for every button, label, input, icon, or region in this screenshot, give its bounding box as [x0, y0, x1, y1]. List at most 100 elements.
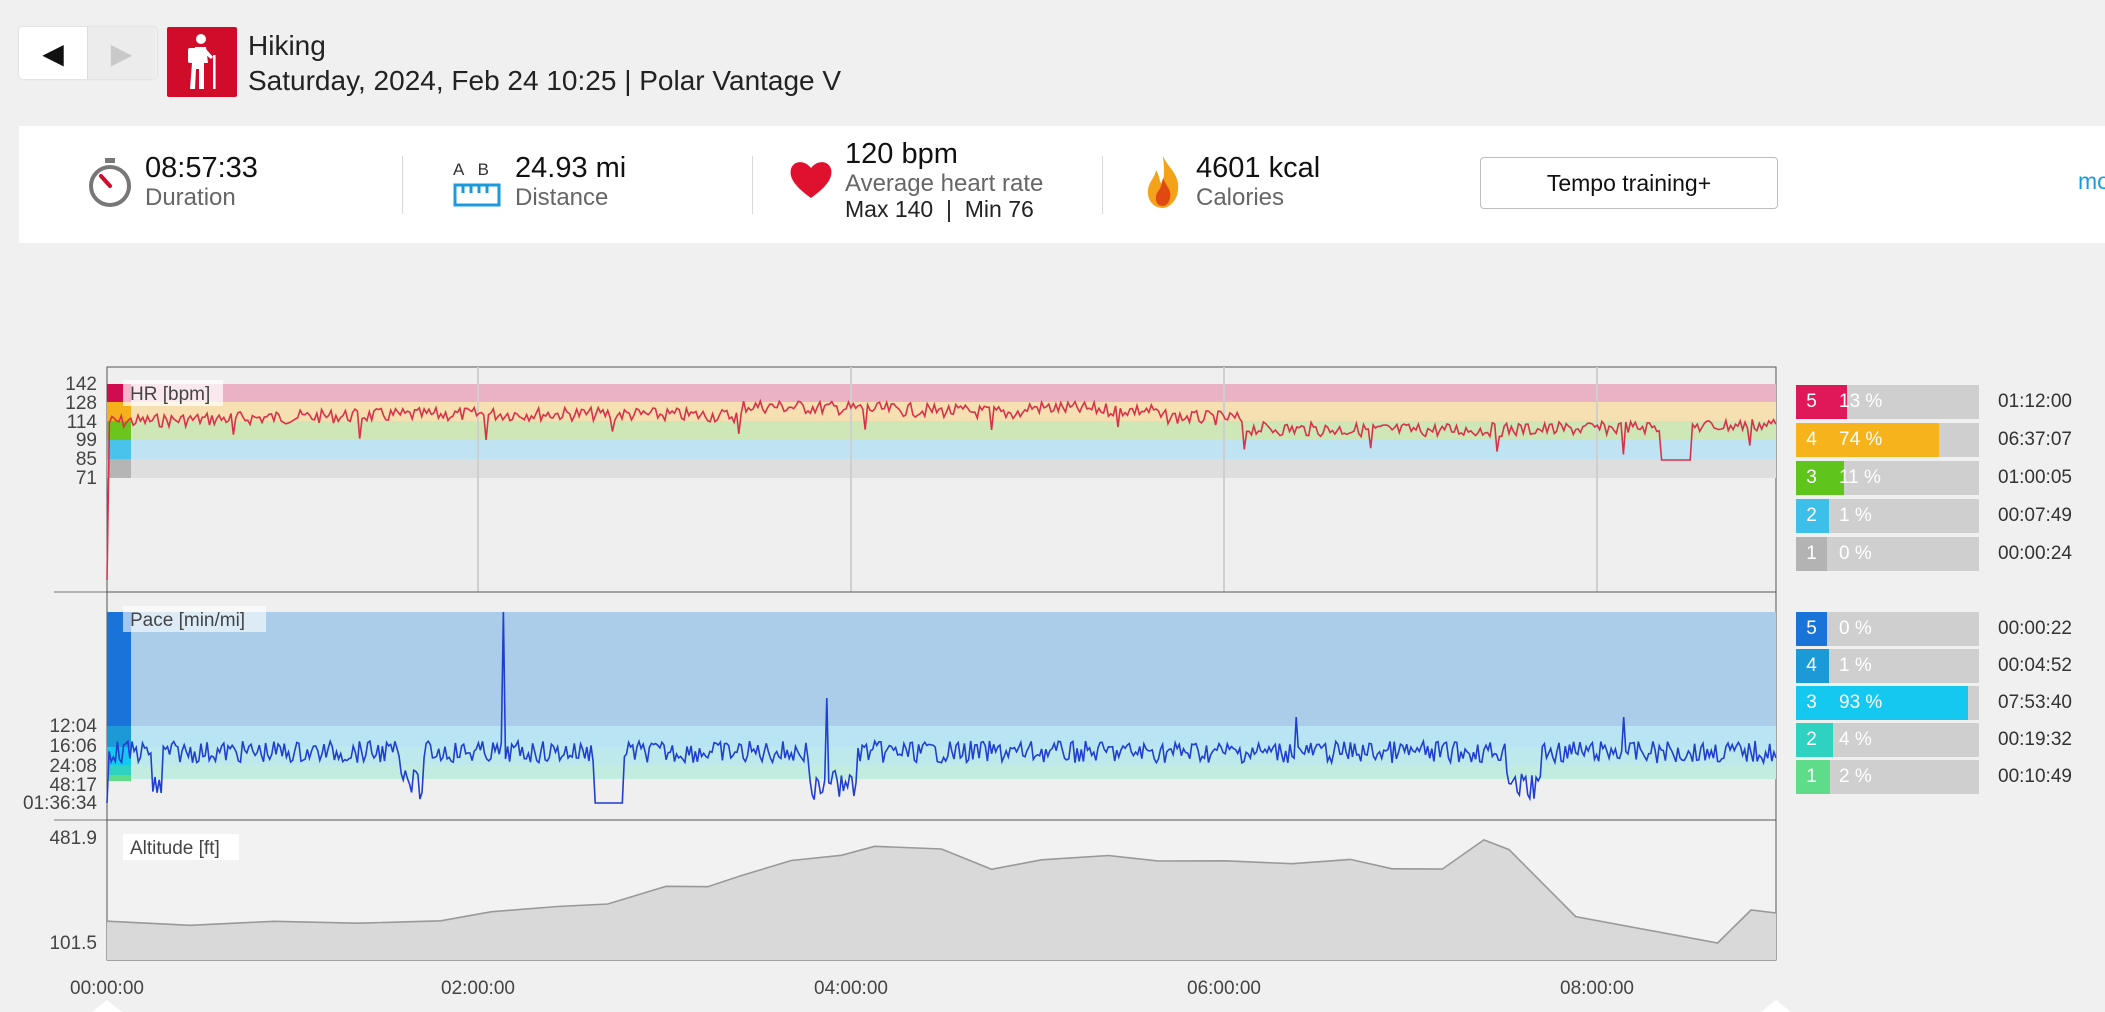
pace-zone-2: 2 4 %	[1796, 723, 1979, 757]
pace-zone-5: 5 0 %	[1796, 612, 1979, 646]
zone-number: 5	[1796, 612, 1827, 646]
zone-percent: 4 %	[1839, 729, 1872, 750]
hr-tick-label: 99	[76, 430, 97, 451]
time-tick-label: 08:00:00	[1560, 978, 1634, 999]
altitude-tick-label: 481.9	[49, 828, 97, 849]
zone-percent: 2 %	[1839, 766, 1872, 787]
altitude-tick-label: 101.5	[49, 933, 97, 954]
tempo-training-button[interactable]: Tempo training+	[1480, 157, 1778, 209]
pace-zone-marker	[107, 775, 131, 781]
altitude-chart: 481.9 101.5 Altitude [ft]	[49, 819, 1777, 961]
heart-icon	[788, 158, 834, 205]
pace-tick-label: 48:17	[49, 775, 97, 796]
hr-tick-label: 142	[65, 374, 97, 395]
hr-zone-band	[107, 421, 1776, 440]
zone-duration: 00:10:49	[1998, 766, 2072, 787]
zone-duration: 00:00:24	[1998, 543, 2072, 564]
hr-zone-1: 1 0 %	[1796, 537, 1979, 571]
zone-number: 3	[1796, 686, 1827, 720]
zone-number: 1	[1796, 537, 1827, 571]
hr-zone-marker	[107, 459, 131, 478]
calories-stat: 4601 kcal Calories	[1102, 126, 1452, 243]
zone-number: 3	[1796, 461, 1827, 495]
calories-value: 4601 kcal	[1196, 152, 1321, 184]
zone-number: 1	[1796, 760, 1827, 794]
range-handle-right	[1761, 1000, 1790, 1012]
hr-line	[106, 398, 1777, 581]
altitude-label-box	[123, 834, 239, 860]
altitude-line	[106, 839, 1777, 944]
distance-stat: A B 24.93 mi Distance	[402, 126, 752, 243]
pace-label-box	[123, 606, 266, 632]
pace-tick-label: 24:08	[49, 756, 97, 777]
stopwatch-icon	[87, 156, 133, 215]
workout-subtitle: Saturday, 2024, Feb 24 10:25 | Polar Van…	[248, 65, 842, 96]
zone-number: 2	[1796, 723, 1827, 757]
more-link[interactable]: more	[2078, 168, 2105, 194]
zone-duration: 01:12:00	[1998, 391, 2072, 412]
duration-label: Duration	[145, 184, 236, 211]
previous-workout-button[interactable]: ◀	[19, 27, 87, 79]
pace-zone-band	[107, 612, 1776, 726]
hr-zone-band	[107, 384, 1776, 402]
hr-zone-band	[107, 459, 1776, 478]
time-tick-label: 06:00:00	[1187, 978, 1261, 999]
pace-tick-label: 12:04	[49, 716, 97, 737]
next-workout-button[interactable]: ▶	[87, 27, 155, 79]
hr-tick-label: 128	[65, 393, 97, 414]
distance-label: Distance	[515, 184, 609, 211]
time-tick-label: 04:00:00	[814, 978, 888, 999]
zone-fill-bar	[1827, 649, 1829, 683]
duration-value: 08:57:33	[145, 152, 258, 184]
divider	[402, 156, 403, 214]
zone-duration: 07:53:40	[1998, 692, 2072, 713]
hr-zone-marker	[107, 402, 131, 421]
zone-duration: 00:07:49	[1998, 505, 2072, 526]
zone-percent: 0 %	[1839, 618, 1872, 639]
zone-duration: 00:19:32	[1998, 729, 2072, 750]
heart-rate-stat: 120 bpm Average heart rate Max 140 | Min…	[752, 126, 1102, 243]
hr-max-min: Max 140 | Min 76	[845, 196, 1034, 222]
zone-fill-bar	[1827, 686, 1969, 720]
hr-zone-5: 5 13 %	[1796, 385, 1979, 419]
hr-label-box	[123, 380, 223, 406]
zone-fill-bar	[1827, 499, 1829, 533]
zone-fill-bar	[1827, 723, 1834, 757]
zone-duration: 01:00:05	[1998, 467, 2072, 488]
zone-fill-bar	[1827, 423, 1940, 457]
zone-percent: 74 %	[1839, 429, 1883, 450]
pace-zone-band	[107, 747, 1776, 765]
zone-number: 4	[1796, 649, 1827, 683]
duration-stat: 08:57:33 Duration	[19, 126, 399, 243]
sport-title: Hiking	[248, 30, 326, 61]
hr-zone-4: 4 74 %	[1796, 423, 1979, 457]
pace-tick-label: 01:36:34	[23, 793, 97, 814]
hr-zone-band	[107, 440, 1776, 459]
zone-percent: 11 %	[1839, 467, 1881, 488]
time-tick-label: 02:00:00	[441, 978, 515, 999]
pace-line	[106, 611, 1777, 804]
hr-zone-marker	[107, 421, 131, 440]
divider	[752, 156, 753, 214]
calories-label: Calories	[1196, 184, 1285, 211]
zone-duration: 00:04:52	[1998, 655, 2072, 676]
altitude-chart-label: Altitude [ft]	[130, 838, 220, 859]
pace-chart-label: Pace [min/mi]	[130, 610, 245, 631]
pace-zone-marker	[107, 726, 131, 747]
zone-number: 5	[1796, 385, 1827, 419]
time-axis: 00:00:00 02:00:00 04:00:00 06:00:00 08:00:00	[70, 978, 1790, 1012]
pace-zone-marker	[107, 765, 131, 775]
hr-zone-3: 3 11 %	[1796, 461, 1979, 495]
ruler-icon	[453, 183, 501, 212]
zone-percent: 13 %	[1839, 391, 1883, 412]
zone-duration: 06:37:07	[1998, 429, 2072, 450]
hr-label: Average heart rate	[845, 170, 1044, 197]
distance-ab-label: A B	[453, 160, 489, 179]
hr-zone-marker	[107, 440, 131, 459]
pace-zone-4: 4 1 %	[1796, 649, 1979, 683]
zone-percent: 0 %	[1839, 543, 1872, 564]
hr-zone-band	[107, 402, 1776, 421]
zone-fill-bar	[1827, 385, 1847, 419]
